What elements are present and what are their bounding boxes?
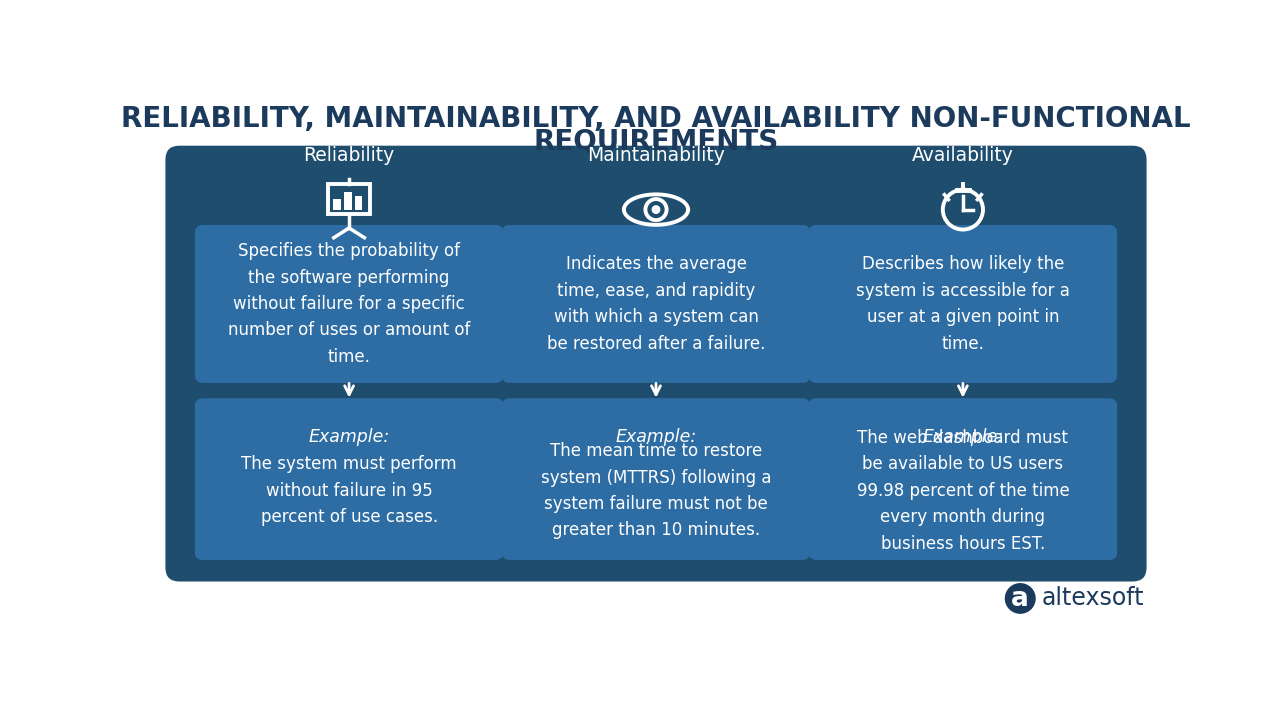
FancyBboxPatch shape xyxy=(195,398,503,560)
Circle shape xyxy=(652,205,660,214)
Text: Describes how likely the
system is accessible for a
user at a given point in
tim: Describes how likely the system is acces… xyxy=(856,256,1070,353)
Text: altexsoft: altexsoft xyxy=(1042,587,1144,611)
Text: Example:: Example: xyxy=(616,428,696,446)
Text: Maintainability: Maintainability xyxy=(588,146,724,165)
FancyBboxPatch shape xyxy=(165,145,1147,582)
Circle shape xyxy=(1005,583,1036,614)
Text: Availability: Availability xyxy=(911,146,1014,165)
Bar xyxy=(333,199,340,210)
Text: The web dashboard must
be available to US users
99.98 percent of the time
every : The web dashboard must be available to U… xyxy=(856,429,1069,553)
Text: Indicates the average
time, ease, and rapidity
with which a system can
be restor: Indicates the average time, ease, and ra… xyxy=(547,256,765,353)
Text: Specifies the probability of
the software performing
without failure for a speci: Specifies the probability of the softwar… xyxy=(228,242,470,366)
Bar xyxy=(344,192,352,210)
Text: RELIABILITY, MAINTAINABILITY, AND AVAILABILITY NON-FUNCTIONAL: RELIABILITY, MAINTAINABILITY, AND AVAILA… xyxy=(122,104,1190,132)
Text: The mean time to restore
system (MTTRS) following a
system failure must not be
g: The mean time to restore system (MTTRS) … xyxy=(540,442,772,539)
Text: Example:: Example: xyxy=(923,428,1004,446)
FancyBboxPatch shape xyxy=(502,398,810,560)
FancyBboxPatch shape xyxy=(809,225,1117,383)
FancyBboxPatch shape xyxy=(502,225,810,383)
FancyBboxPatch shape xyxy=(195,225,503,383)
Text: Reliability: Reliability xyxy=(303,146,394,165)
Text: The system must perform
without failure in 95
percent of use cases.: The system must perform without failure … xyxy=(242,456,457,526)
FancyBboxPatch shape xyxy=(809,398,1117,560)
Text: Example:: Example: xyxy=(308,428,389,446)
Text: a: a xyxy=(1011,586,1029,612)
Text: REQUIREMENTS: REQUIREMENTS xyxy=(534,128,778,156)
Bar xyxy=(355,196,362,210)
